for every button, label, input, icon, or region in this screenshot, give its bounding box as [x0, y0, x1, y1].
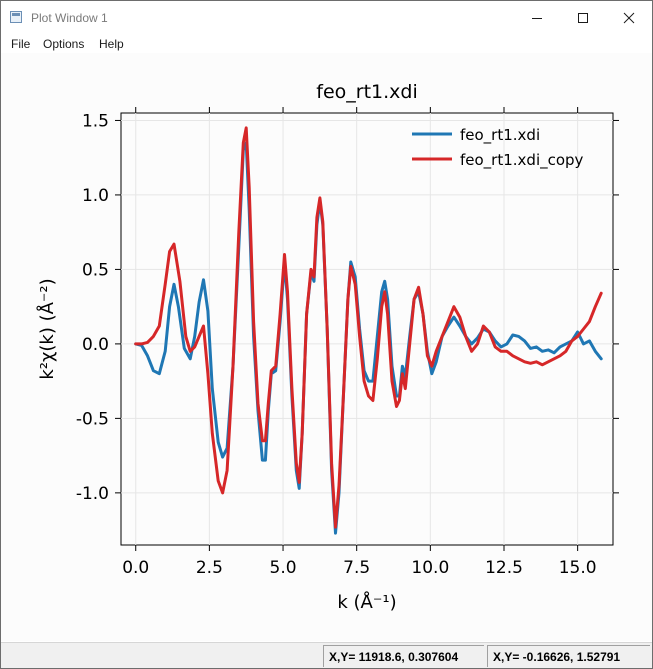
y-tick-label: -0.5 [76, 409, 109, 429]
status-bar: X,Y= 11918.6, 0.307604 X,Y= -0.16626, 1.… [1, 642, 652, 668]
x-tick-label: 12.5 [485, 558, 523, 578]
legend: feo_rt1.xdi feo_rt1.xdi_copy [412, 126, 584, 170]
status-cursor-data: X,Y= 11918.6, 0.307604 [323, 645, 484, 667]
legend-label-series-1: feo_rt1.xdi [460, 126, 540, 145]
x-axis-label: k (Å⁻¹) [337, 591, 396, 613]
minimize-icon [532, 18, 542, 19]
x-tick-label: 0.0 [122, 558, 149, 578]
y-tick-label: -1.0 [76, 484, 109, 504]
y-axis-label: k²χ(k) (Å⁻²) [36, 278, 58, 379]
close-icon [623, 12, 635, 24]
y-tick-label: 1.0 [82, 186, 109, 206]
menu-file[interactable]: File [11, 37, 31, 51]
menu-help[interactable]: Help [99, 37, 124, 51]
maximize-icon [578, 13, 588, 23]
menu-bar: File Options Help [1, 35, 652, 53]
chart[interactable]: feo_rt1.xdi 0.0 2.5 5.0 7.5 10.0 12.5 15.0 1.5 1… [1, 53, 652, 641]
maximize-button[interactable] [560, 1, 606, 35]
x-tick-label: 10.0 [411, 558, 449, 578]
close-button[interactable] [606, 1, 652, 35]
window-title: Plot Window 1 [31, 11, 108, 25]
x-tick-label: 7.5 [343, 558, 370, 578]
chart-title: feo_rt1.xdi [316, 81, 417, 103]
y-tick-label: 1.5 [82, 111, 109, 131]
app-icon [10, 11, 22, 23]
y-tick-label: 0.0 [82, 335, 109, 355]
x-tick-label: 5.0 [270, 558, 297, 578]
minimize-button[interactable] [514, 1, 560, 35]
x-tick-label: 15.0 [559, 558, 597, 578]
y-tick-label: 0.5 [82, 260, 109, 280]
menu-options[interactable]: Options [43, 37, 85, 51]
title-bar[interactable]: Plot Window 1 [1, 1, 652, 35]
status-cursor-plot: X,Y= -0.16626, 1.52791 [487, 645, 650, 667]
legend-label-series-2: feo_rt1.xdi_copy [460, 151, 584, 170]
plot-canvas[interactable]: feo_rt1.xdi 0.0 2.5 5.0 7.5 10.0 12.5 15.0 1.5 1… [1, 53, 652, 641]
x-tick-label: 2.5 [196, 558, 223, 578]
series-line-2 [134, 126, 603, 529]
